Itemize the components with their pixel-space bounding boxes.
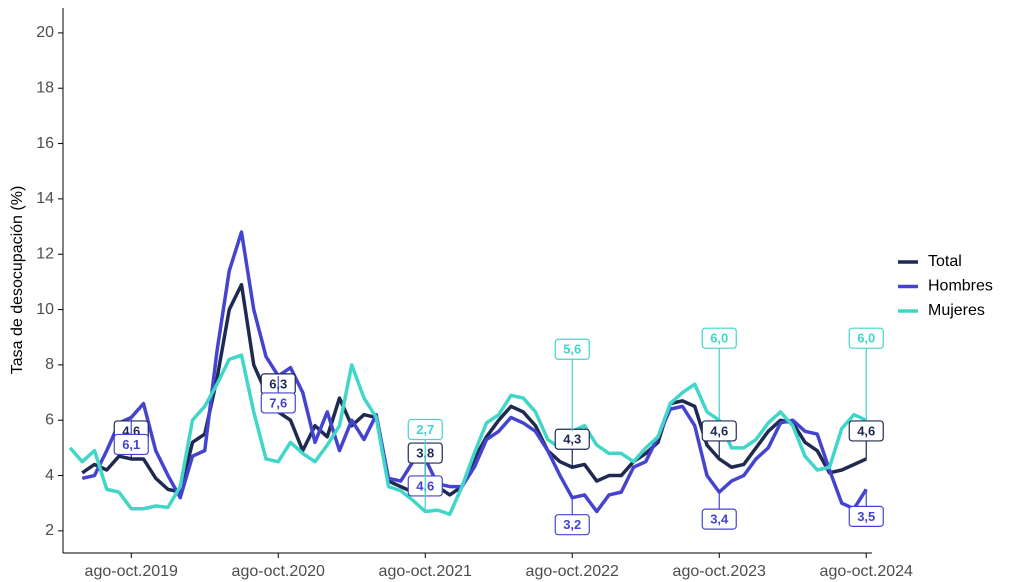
data-label: 6,1 xyxy=(122,437,140,452)
data-label: 2,7 xyxy=(416,422,434,437)
label-box xyxy=(554,514,590,536)
data-label: 6,0 xyxy=(857,331,875,346)
series-line xyxy=(68,353,867,517)
data-label: 4,6 xyxy=(857,423,875,438)
label-box xyxy=(407,418,443,441)
label-box xyxy=(848,327,884,349)
y-tick-label: 8 xyxy=(45,356,54,373)
x-tick-label: ago-oct.2023 xyxy=(673,563,767,580)
data-label: 5,6 xyxy=(563,342,581,357)
legend-label: Total xyxy=(928,253,962,270)
label-box xyxy=(701,508,737,530)
x-tick-label: ago-oct.2019 xyxy=(85,563,179,580)
label-box xyxy=(701,327,737,349)
y-tick-label: 2 xyxy=(45,522,54,539)
x-tick-label: ago-oct.2021 xyxy=(379,563,473,580)
x-tick-label: ago-oct.2020 xyxy=(232,563,326,580)
label-box xyxy=(848,505,884,527)
y-tick-label: 16 xyxy=(36,135,54,152)
y-tick-label: 14 xyxy=(36,190,54,207)
label-box xyxy=(701,420,737,442)
legend-label: Hombres xyxy=(928,278,993,295)
data-label: 6,0 xyxy=(710,331,728,346)
y-tick-label: 4 xyxy=(45,467,54,484)
label-box xyxy=(848,420,884,442)
data-label: 4,3 xyxy=(563,432,581,447)
data-label: 3,5 xyxy=(857,509,875,524)
label-box xyxy=(260,392,296,414)
series-line xyxy=(81,230,868,514)
y-tick-label: 10 xyxy=(36,301,54,318)
label-box xyxy=(113,433,149,456)
y-tick-label: 18 xyxy=(36,79,54,96)
label-box xyxy=(554,338,590,360)
legend-label: Mujeres xyxy=(928,302,985,319)
x-tick-label: ago-oct.2022 xyxy=(526,563,620,580)
y-axis-label: Tasa de desocupación (%) xyxy=(9,186,26,375)
data-label: 4,6 xyxy=(710,423,728,438)
x-tick-label: ago-oct.2024 xyxy=(820,563,914,580)
data-label: 3,2 xyxy=(563,517,581,532)
y-tick-label: 20 xyxy=(36,24,54,41)
data-label: 3,4 xyxy=(710,512,729,527)
y-tick-label: 6 xyxy=(45,411,54,428)
y-tick-label: 12 xyxy=(36,245,54,262)
data-label: 7,6 xyxy=(269,395,287,410)
